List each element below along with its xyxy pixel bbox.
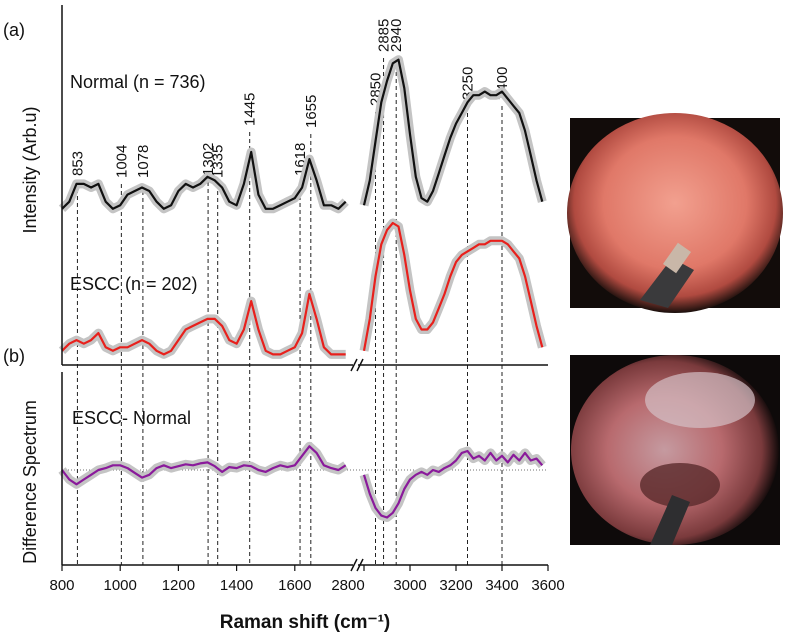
- x-tick-label: 3400: [485, 577, 518, 594]
- peak-label: 1335: [210, 145, 227, 178]
- peak-label: 1302: [200, 143, 217, 176]
- spectrum-line: [61, 221, 544, 356]
- spectrum-line: [61, 445, 544, 519]
- peak-label: 1078: [135, 145, 152, 178]
- x-tick-label: 1600: [278, 577, 311, 594]
- x-axis-label: Raman shift (cm⁻¹): [220, 612, 391, 633]
- y-axis-label: Difference Spectrum: [20, 400, 40, 564]
- y-axis-label: Intensity (Arb.u): [20, 106, 40, 233]
- plot-area: 853 1004 1078 13021335144516181655285028852…: [3, 5, 565, 633]
- endoscopy-image: [570, 355, 780, 545]
- axis-break: [350, 558, 358, 572]
- spectrum-line: [61, 58, 544, 210]
- x-tick-label: 3000: [393, 577, 426, 594]
- x-tick-label: 2800: [331, 577, 364, 594]
- series-label: Normal (n = 736): [70, 72, 206, 92]
- peak-label: 1655: [303, 95, 320, 128]
- peak-label: 1445: [242, 93, 259, 126]
- x-tick-label: 800: [49, 577, 74, 594]
- peak-label: 1004: [113, 145, 130, 178]
- panel-label: (a): [3, 20, 25, 40]
- peak-label: 2885: [376, 19, 393, 52]
- x-tick-label: 1200: [162, 577, 195, 594]
- axis-break: [350, 358, 358, 372]
- series-label: ESCC (n = 202): [70, 274, 198, 294]
- axis-break: [356, 358, 364, 372]
- x-tick-label: 1000: [104, 577, 137, 594]
- x-tick-label: 3200: [439, 577, 472, 594]
- peak-label: 2940: [388, 19, 405, 52]
- peak-label: 853: [69, 151, 86, 176]
- x-tick-label: 1400: [220, 577, 253, 594]
- x-tick-label: 3600: [531, 577, 564, 594]
- axis-break: [356, 558, 364, 572]
- panel-label: (b): [3, 346, 25, 366]
- endoscopy-image: [567, 113, 783, 313]
- series-label: ESCC- Normal: [72, 408, 191, 428]
